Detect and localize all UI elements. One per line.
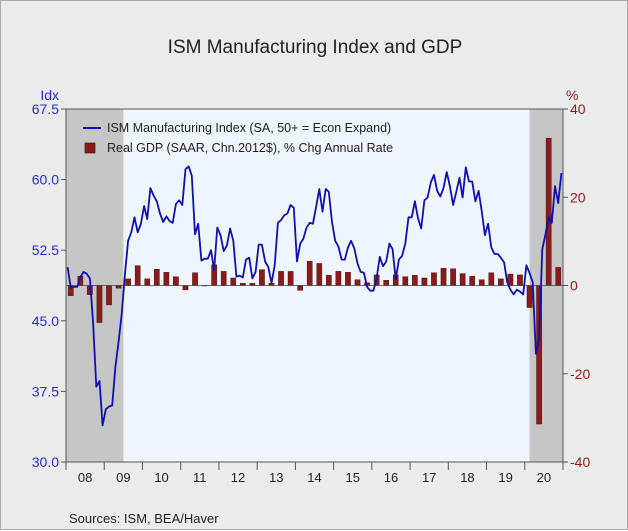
gdp-bar	[278, 271, 284, 286]
gdp-bar	[478, 279, 485, 286]
right-tick-label: -40	[570, 454, 590, 470]
x-tick-label: 10	[154, 470, 168, 485]
gdp-bars	[67, 137, 562, 425]
gdp-bar	[431, 272, 437, 286]
gdp-bar	[316, 263, 323, 286]
x-tick-label: 13	[269, 470, 283, 485]
x-tick-label: 19	[498, 470, 512, 485]
gdp-bar	[488, 272, 495, 286]
left-axis-label: Idx	[40, 87, 59, 103]
right-tick-label: 40	[570, 101, 586, 117]
gdp-bar	[517, 274, 523, 286]
gdp-bar	[450, 268, 456, 286]
right-tick-label: 20	[570, 189, 586, 205]
legend-label-ism: ISM Manufacturing Index (SA, 50+ = Econ …	[107, 121, 391, 135]
x-tick-label: 09	[116, 470, 130, 485]
right-tick-label: -20	[570, 366, 590, 382]
x-tick-label: 11	[193, 470, 207, 485]
gdp-bar	[106, 285, 112, 306]
gdp-bar	[297, 285, 303, 291]
gdp-bar	[383, 280, 389, 286]
legend-bar-swatch	[84, 142, 96, 154]
gdp-bar	[354, 279, 361, 286]
gdp-bar	[220, 271, 227, 286]
gdp-bar	[96, 285, 103, 323]
ism-line	[66, 165, 563, 427]
gdp-bar	[125, 278, 131, 286]
gdp-bar	[345, 272, 351, 286]
gdp-bar	[469, 276, 476, 286]
gdp-bar	[545, 137, 552, 286]
gdp-bar	[326, 275, 332, 286]
gdp-bar	[182, 285, 189, 291]
gdp-bar	[173, 276, 179, 286]
gdp-bar	[192, 272, 198, 286]
gdp-bar	[459, 273, 466, 286]
gdp-bar	[498, 278, 504, 286]
x-axis: 08 09 10 11 12 13 14 15 16 17 18 19 20	[65, 462, 564, 485]
left-axis: 67.5 60.0 52.5 45.0 37.5 30.0	[32, 101, 66, 470]
left-tick-label: 60.0	[32, 172, 59, 188]
x-tick-label: 14	[307, 470, 321, 485]
right-axis: 40 20 0 -20 -40	[563, 101, 590, 470]
left-tick-label: 52.5	[32, 242, 59, 258]
gdp-bar	[287, 271, 294, 286]
gdp-bar	[335, 271, 342, 286]
gdp-bar	[153, 268, 160, 286]
x-tick-label: 20	[537, 470, 551, 485]
left-tick-label: 67.5	[32, 101, 59, 117]
left-tick-label: 37.5	[32, 383, 59, 399]
gdp-bar	[134, 265, 141, 286]
right-tick-label: 0	[570, 278, 578, 294]
gdp-bar	[440, 268, 447, 286]
legend-label-gdp: Real GDP (SAAR, Chn.2012$), % Chg Annual…	[107, 141, 393, 155]
x-tick-label: 12	[231, 470, 245, 485]
x-tick-label: 17	[422, 470, 436, 485]
left-tick-label: 30.0	[32, 454, 59, 470]
gdp-bar	[555, 267, 562, 286]
gdp-bar	[163, 272, 170, 286]
gdp-bar	[402, 276, 409, 286]
x-tick-label: 15	[345, 470, 359, 485]
chart-title: ISM Manufacturing Index and GDP	[168, 37, 463, 58]
gdp-bar	[259, 269, 265, 286]
x-tick-label: 08	[78, 470, 92, 485]
x-tick-label: 18	[460, 470, 474, 485]
legend: ISM Manufacturing Index (SA, 50+ = Econ …	[83, 121, 393, 155]
gdp-bar	[412, 275, 418, 286]
gdp-bar	[526, 285, 533, 308]
gdp-bar	[144, 278, 151, 286]
right-axis-label: %	[566, 87, 578, 103]
left-tick-label: 45.0	[32, 313, 59, 329]
gdp-bar	[421, 277, 428, 286]
x-tick-label: 16	[384, 470, 398, 485]
source-note: Sources: ISM, BEA/Haver	[69, 511, 219, 526]
gdp-bar	[230, 277, 237, 286]
gdp-bar	[306, 261, 313, 286]
